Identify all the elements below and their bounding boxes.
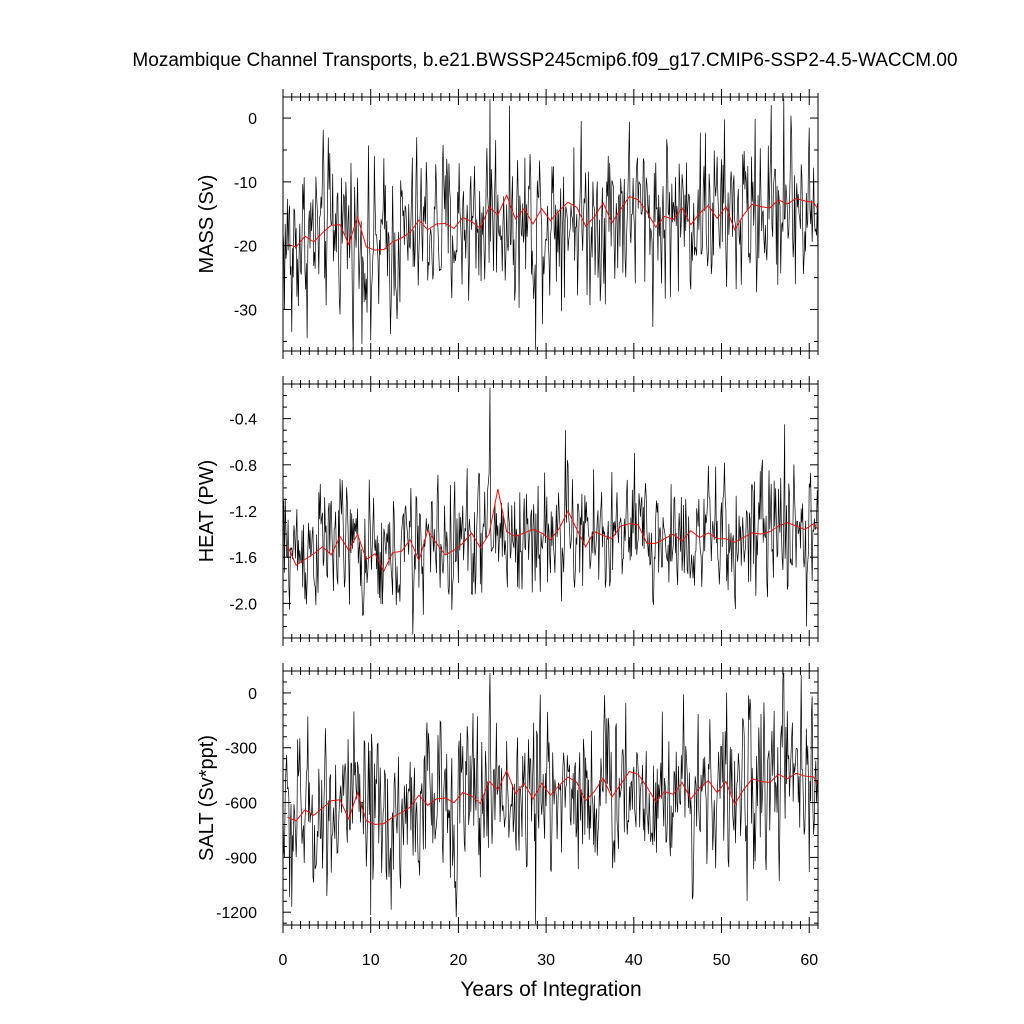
y-tick-label: -1200 — [216, 905, 257, 922]
x-axis-label: Years of Integration — [460, 978, 641, 1001]
x-tick-label: 40 — [625, 952, 643, 969]
monthly-series-line — [283, 672, 818, 925]
y-tick-label: -2.0 — [229, 596, 257, 613]
y-tick-label: -1.2 — [229, 504, 257, 521]
y-tick-label: -1.6 — [229, 550, 257, 567]
panel-frame — [282, 383, 819, 639]
y-tick-label: -0.8 — [229, 458, 257, 475]
y-tick-label: -30 — [234, 303, 257, 320]
panel-1: 0 -10 -20 -30 MASS (Sv) — [196, 89, 819, 359]
panel-2: -0.4 -0.8 -1.2 -1.6 -2.0 HEAT (PW) — [196, 376, 819, 646]
y-tick-label: -900 — [225, 850, 257, 867]
y-axis-label: HEAT (PW) — [196, 460, 218, 563]
panel-3: 0 -300 -600 -900 -1200 SALT (Sv*ppt) 0 10 20 30 40… — [196, 663, 819, 969]
x-tick-label: 10 — [362, 952, 380, 969]
panel-frame — [282, 670, 819, 926]
x-tick-label: 20 — [450, 952, 468, 969]
y-axis-label: SALT (Sv*ppt) — [196, 735, 218, 861]
x-tick-label: 30 — [537, 952, 555, 969]
y-tick-label: 0 — [248, 686, 257, 703]
y-tick-label: -20 — [234, 239, 257, 256]
y-tick-label: -300 — [225, 741, 257, 758]
annual-mean-line — [287, 769, 818, 826]
annual-mean-line — [286, 488, 818, 573]
x-tick-label: 0 — [279, 952, 288, 969]
annual-mean-line — [287, 193, 818, 251]
chart-title: Mozambique Channel Transports, b.e21.BWS… — [132, 50, 957, 71]
y-tick-label: -0.4 — [229, 412, 257, 429]
panel-frame — [282, 96, 819, 352]
y-tick-label: -10 — [234, 175, 257, 192]
monthly-series-line — [283, 98, 818, 351]
y-tick-label: 0 — [248, 111, 257, 128]
panels-group: 0 -10 -20 -30 MASS (Sv) -0.4 -0.8 -1.2 -1.6 -2.0 H… — [196, 89, 819, 969]
monthly-series-line — [283, 387, 818, 635]
x-tick-label: 50 — [713, 952, 731, 969]
y-tick-label: -600 — [225, 796, 257, 813]
y-axis-label: MASS (Sv) — [196, 175, 218, 274]
x-tick-label: 60 — [800, 952, 818, 969]
